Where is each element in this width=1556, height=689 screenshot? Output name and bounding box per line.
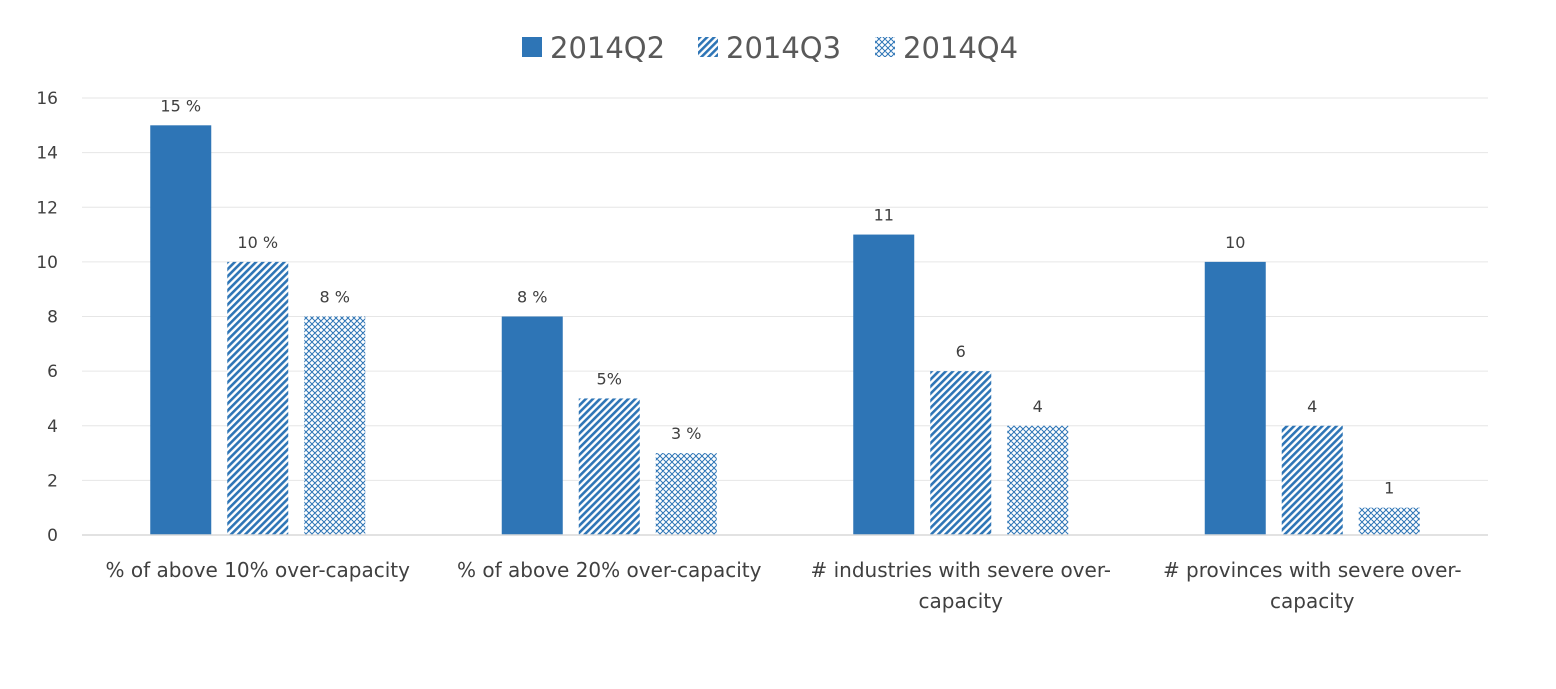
data-label: 1: [1384, 479, 1394, 498]
data-label: 5%: [597, 369, 622, 388]
bar-2014q2: [501, 316, 563, 535]
x-category-label: % of above 20% over-capacity: [457, 558, 762, 582]
data-labels: 15 % 10 % 8 % 8 % 5% 3 % 11 6 4 10 4 1: [160, 96, 1394, 497]
data-label: 11: [874, 206, 894, 225]
y-tick-label: 14: [36, 144, 58, 164]
x-category-label: # provinces with severe over-: [1163, 558, 1462, 582]
legend-label: 2014Q3: [726, 31, 841, 65]
y-tick-label: 4: [47, 417, 58, 437]
x-category-label: % of above 10% over-capacity: [106, 558, 411, 582]
bar-2014q4: [1007, 425, 1069, 535]
bar-2014q3: [930, 371, 992, 535]
bar-2014q2: [1204, 261, 1266, 535]
legend-swatch-2014q3: [698, 37, 718, 57]
x-category-label: # industries with severe over-: [811, 558, 1111, 582]
data-label: 10 %: [237, 233, 278, 252]
y-tick-label: 0: [47, 526, 58, 546]
data-label: 10: [1225, 233, 1245, 252]
bar-2014q4: [1358, 507, 1420, 535]
bar-2014q4: [304, 316, 366, 535]
y-tick-label: 10: [36, 253, 58, 273]
x-category-label: capacity: [1270, 589, 1355, 613]
x-axis: % of above 10% over-capacity % of above 2…: [82, 534, 1488, 613]
bars: [150, 125, 1420, 535]
legend-label: 2014Q2: [550, 31, 665, 65]
data-label: 4: [1307, 397, 1317, 416]
data-label: 8 %: [517, 288, 547, 307]
x-category-label: capacity: [919, 589, 1004, 613]
data-label: 15 %: [160, 96, 201, 115]
legend: 2014Q2 2014Q3 2014Q4: [522, 31, 1018, 65]
bar-2014q2: [853, 234, 915, 535]
legend-label: 2014Q4: [903, 31, 1018, 65]
y-tick-label: 16: [36, 89, 58, 109]
bar-2014q4: [655, 453, 717, 535]
data-label: 4: [1033, 397, 1043, 416]
legend-swatch-2014q2: [522, 37, 542, 57]
data-label: 3 %: [671, 424, 701, 443]
data-label: 8 %: [320, 288, 350, 307]
data-label: 6: [956, 342, 966, 361]
y-tick-label: 8: [47, 308, 58, 328]
bar-2014q3: [1281, 425, 1343, 535]
bar-2014q3: [227, 261, 289, 535]
bar-2014q3: [578, 398, 640, 535]
legend-swatch-2014q4: [875, 37, 895, 57]
y-tick-label: 2: [47, 471, 58, 491]
y-axis: 0 2 4 6 8 10 12 14 16: [36, 89, 58, 546]
gridlines: [82, 97, 1488, 481]
y-tick-label: 12: [36, 198, 58, 218]
y-tick-label: 6: [47, 362, 58, 382]
bar-2014q2: [150, 125, 212, 535]
